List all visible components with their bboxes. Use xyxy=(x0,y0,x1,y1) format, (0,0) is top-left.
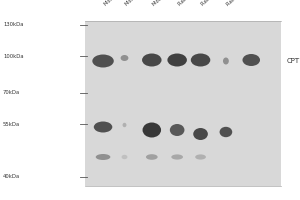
Ellipse shape xyxy=(96,154,110,160)
Text: Mouse brain: Mouse brain xyxy=(103,0,130,7)
Text: 130kDa: 130kDa xyxy=(3,22,23,27)
Ellipse shape xyxy=(142,122,161,138)
Text: CPT1C: CPT1C xyxy=(286,58,300,64)
Ellipse shape xyxy=(123,123,127,127)
Text: Rat brain: Rat brain xyxy=(177,0,199,7)
Ellipse shape xyxy=(223,58,229,64)
Ellipse shape xyxy=(121,55,128,61)
Text: 100kDa: 100kDa xyxy=(3,53,23,58)
Text: Mouse kidney: Mouse kidney xyxy=(152,0,182,7)
Text: Rat kidney: Rat kidney xyxy=(226,0,250,7)
Ellipse shape xyxy=(142,53,162,66)
Ellipse shape xyxy=(167,53,187,66)
Ellipse shape xyxy=(195,154,206,160)
Text: 70kDa: 70kDa xyxy=(3,90,20,96)
Ellipse shape xyxy=(170,124,184,136)
Ellipse shape xyxy=(94,121,112,132)
Ellipse shape xyxy=(122,155,128,159)
Ellipse shape xyxy=(171,154,183,160)
Text: Rat testis: Rat testis xyxy=(201,0,223,7)
Ellipse shape xyxy=(242,54,260,66)
Text: 55kDa: 55kDa xyxy=(3,121,20,127)
Text: Mouse testis: Mouse testis xyxy=(124,0,152,7)
Ellipse shape xyxy=(193,128,208,140)
Bar xyxy=(85,21,280,186)
Ellipse shape xyxy=(92,54,114,68)
Ellipse shape xyxy=(146,154,158,160)
Ellipse shape xyxy=(191,53,210,66)
Ellipse shape xyxy=(220,127,232,137)
Text: 40kDa: 40kDa xyxy=(3,174,20,180)
